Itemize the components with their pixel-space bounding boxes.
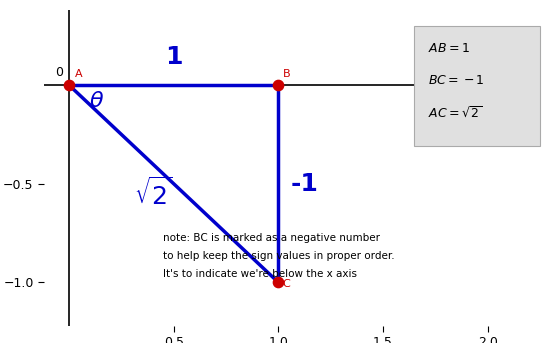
Text: C: C: [283, 279, 290, 288]
Text: $AB = 1$: $AB = 1$: [429, 42, 471, 55]
Text: to help keep the sign values in proper order.: to help keep the sign values in proper o…: [163, 251, 395, 261]
Text: $AC = \sqrt{2}$: $AC = \sqrt{2}$: [429, 106, 483, 121]
Text: $BC = -1$: $BC = -1$: [429, 74, 485, 87]
Text: 1: 1: [165, 46, 182, 70]
Text: $\theta$: $\theta$: [89, 91, 104, 111]
FancyBboxPatch shape: [413, 26, 540, 146]
Point: [274, 280, 283, 285]
Text: 0: 0: [55, 66, 63, 79]
Text: B: B: [283, 69, 290, 79]
Point: [274, 83, 283, 88]
Text: note: BC is marked as a negative number: note: BC is marked as a negative number: [163, 233, 380, 243]
Text: $\sqrt{2}$: $\sqrt{2}$: [133, 177, 172, 210]
Text: A: A: [74, 69, 82, 79]
Point: [65, 83, 74, 88]
Text: -1: -1: [291, 172, 319, 196]
Text: It's to indicate we're below the x axis: It's to indicate we're below the x axis: [163, 269, 358, 279]
